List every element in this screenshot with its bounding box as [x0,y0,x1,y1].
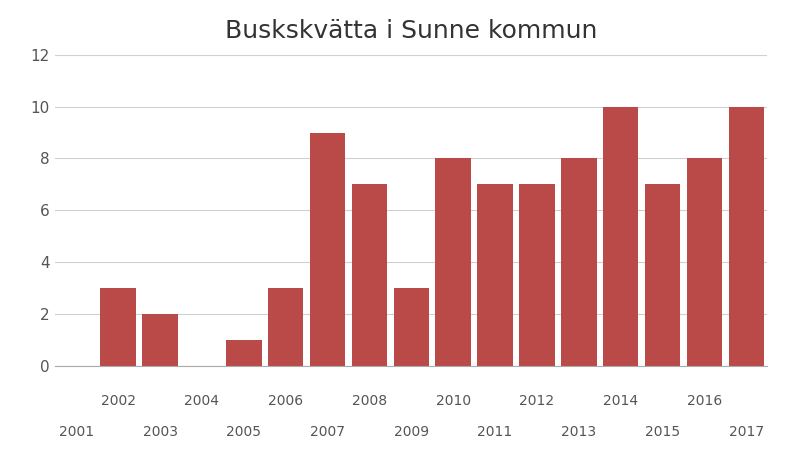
Bar [645,184,680,366]
Bar [142,314,178,366]
Bar [729,106,764,366]
Bar [561,159,596,366]
Text: 2010: 2010 [436,393,471,408]
Text: 2014: 2014 [604,393,638,408]
Bar [352,184,388,366]
Text: 2015: 2015 [645,425,680,439]
Text: 2002: 2002 [100,393,136,408]
Text: 2003: 2003 [142,425,177,439]
Text: 2005: 2005 [226,425,261,439]
Text: 2001: 2001 [59,425,94,439]
Bar [226,340,262,366]
Bar [687,159,722,366]
Text: 2007: 2007 [310,425,345,439]
Text: 2011: 2011 [478,425,513,439]
Bar [477,184,513,366]
Text: 2012: 2012 [520,393,554,408]
Bar [268,288,304,366]
Bar [310,133,346,366]
Text: 2009: 2009 [394,425,429,439]
Bar [393,288,429,366]
Text: 2008: 2008 [352,393,387,408]
Text: 2013: 2013 [562,425,596,439]
Bar [603,106,638,366]
Text: 2006: 2006 [268,393,303,408]
Title: Buskskvätta i Sunne kommun: Buskskvätta i Sunne kommun [225,19,597,43]
Text: 2017: 2017 [729,425,764,439]
Bar [519,184,554,366]
Bar [435,159,471,366]
Text: 2004: 2004 [184,393,219,408]
Text: 2016: 2016 [687,393,722,408]
Bar [100,288,136,366]
